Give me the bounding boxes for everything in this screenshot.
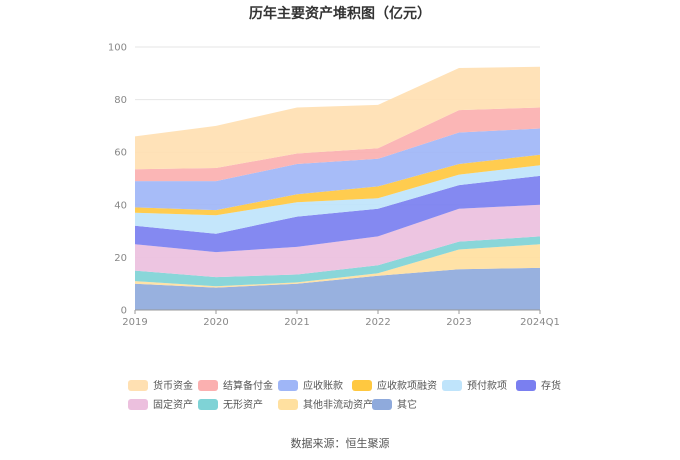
legend-item[interactable]: 存货	[516, 379, 561, 392]
legend-item[interactable]: 预付款项	[442, 379, 507, 392]
y-tick-label: 60	[114, 148, 127, 159]
legend-swatch	[128, 399, 148, 410]
area-存货	[135, 175, 540, 253]
legend-item[interactable]: 结算备付金	[198, 379, 273, 392]
legend-label: 预付款项	[467, 379, 507, 392]
legend-label: 其它	[397, 398, 417, 411]
y-tick-label: 40	[114, 200, 127, 211]
x-tick-label: 2021	[284, 317, 309, 328]
y-tick-label: 80	[114, 95, 127, 106]
legend-swatch	[516, 380, 536, 391]
legend-label: 货币资金	[153, 379, 193, 392]
area-无形资产	[135, 236, 540, 287]
legend-item[interactable]: 其他非流动资产	[278, 398, 373, 411]
legend-swatch	[352, 380, 372, 391]
legend-swatch	[278, 380, 298, 391]
area-结算备付金	[135, 107, 540, 182]
legend-item[interactable]: 无形资产	[198, 398, 263, 411]
legend-swatch	[198, 380, 218, 391]
legend-swatch	[372, 399, 392, 410]
legend-swatch	[278, 399, 298, 410]
y-tick-label: 100	[108, 43, 127, 54]
legend-swatch	[442, 380, 462, 391]
legend-label: 结算备付金	[223, 379, 273, 392]
area-货币资金	[135, 66, 540, 170]
area-其它	[135, 267, 540, 310]
legend-label: 应收账款	[303, 379, 343, 392]
legend-swatch	[198, 399, 218, 410]
area-预付款项	[135, 165, 540, 234]
area-应收款项融资	[135, 154, 540, 216]
legend-label: 其他非流动资产	[303, 398, 373, 411]
area-其他非流动资产	[135, 244, 540, 288]
area-固定资产	[135, 204, 540, 278]
data-source: 数据来源：恒生聚源	[291, 436, 390, 450]
area-series	[135, 66, 540, 310]
legend-item[interactable]: 固定资产	[128, 398, 193, 411]
y-tick-label: 0	[121, 306, 127, 317]
x-tick-label: 2019	[122, 317, 147, 328]
legend-item[interactable]: 货币资金	[128, 379, 193, 392]
legend-item[interactable]: 其它	[372, 398, 417, 411]
x-tick-label: 2024Q1	[520, 317, 560, 328]
legend-item[interactable]: 应收款项融资	[352, 379, 437, 392]
legend-label: 应收款项融资	[377, 379, 437, 392]
legend-label: 无形资产	[223, 398, 263, 411]
legend-swatch	[128, 380, 148, 391]
legend-label: 存货	[541, 379, 561, 392]
chart-title: 历年主要资产堆积图（亿元）	[249, 5, 431, 22]
area-应收账款	[135, 128, 540, 211]
x-tick-label: 2022	[365, 317, 390, 328]
legend-label: 固定资产	[153, 398, 193, 411]
legend-item[interactable]: 应收账款	[278, 379, 343, 392]
x-tick-label: 2023	[446, 317, 471, 328]
y-tick-label: 20	[114, 253, 127, 264]
x-tick-label: 2020	[203, 317, 228, 328]
axes: 0 20 40 60 80 100 2019 2020 2021 2022 2023 2024Q1	[108, 43, 560, 329]
